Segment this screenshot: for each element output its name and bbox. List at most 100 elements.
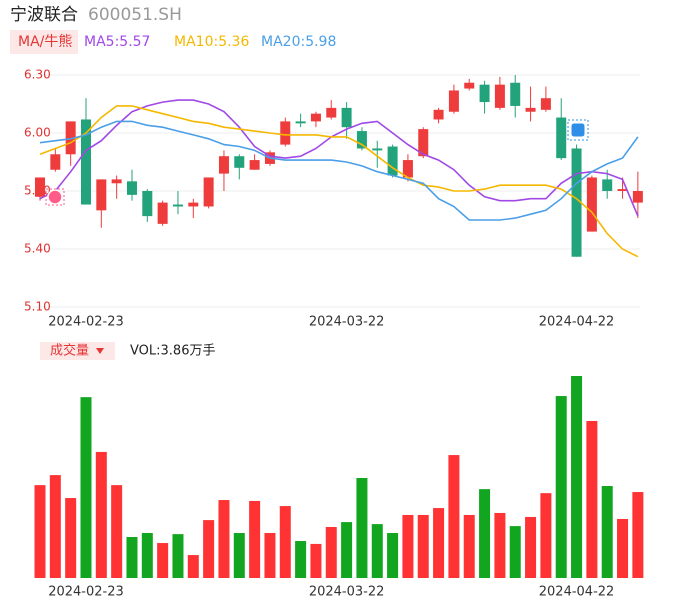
candle-body <box>80 119 91 205</box>
volume-tag[interactable]: 成交量 <box>50 343 89 359</box>
volume-bar <box>586 420 598 578</box>
volume-bar <box>387 533 399 578</box>
volume-bar <box>295 541 307 578</box>
candle-body <box>387 146 398 176</box>
volume-bar <box>402 514 414 578</box>
candle-body <box>142 191 153 217</box>
volume-bar <box>479 489 491 578</box>
volume-bar <box>371 524 383 578</box>
volume-bar <box>80 397 92 578</box>
volume-bar <box>417 514 429 578</box>
dropdown-arrow[interactable] <box>96 348 104 354</box>
candle-body <box>65 121 76 155</box>
volume-bar <box>448 455 460 578</box>
volume-bar <box>65 498 77 578</box>
ma-line <box>39 105 639 258</box>
candle-body <box>172 204 183 207</box>
volume-bar <box>264 533 276 578</box>
candle-body <box>310 113 321 122</box>
candle-body <box>295 121 306 124</box>
ma-line <box>39 99 639 217</box>
y-tick-label: 6.30 <box>24 68 51 82</box>
candle-body <box>111 179 122 184</box>
candle-body <box>586 177 597 232</box>
candle-body <box>540 98 551 110</box>
volume-bar <box>325 526 337 578</box>
volume-bar <box>218 500 230 578</box>
candle-body <box>525 107 536 112</box>
x-tick-label: 2024-02-23 <box>48 315 124 330</box>
volume-bar <box>187 555 199 578</box>
signal-icon <box>570 122 586 138</box>
candle-body <box>448 90 459 112</box>
candle-body <box>280 121 291 145</box>
volume-bar <box>249 500 261 578</box>
volume-bar <box>555 396 567 578</box>
y-tick-label: 5.40 <box>24 242 51 256</box>
stock-code: 600051.SH <box>88 5 182 25</box>
volume-bar <box>463 514 475 578</box>
candle-body <box>602 179 613 191</box>
legend-item: MA10:5.36 <box>174 34 249 50</box>
volume-bar <box>126 537 138 578</box>
volume-bar <box>279 506 291 578</box>
y-tick-label: 6.00 <box>24 126 51 140</box>
volume-bar <box>233 533 245 578</box>
ma-tag-bg[interactable] <box>10 30 78 54</box>
volume-bar <box>111 485 123 578</box>
candle-body <box>617 189 628 191</box>
plot <box>34 75 644 578</box>
volume-bar <box>49 475 61 578</box>
x-tick-label: 2024-04-22 <box>539 315 615 330</box>
volume-bar <box>617 518 629 578</box>
legend-item: MA20:5.98 <box>261 34 336 50</box>
candle-body <box>494 84 505 108</box>
volume-bar <box>525 516 537 578</box>
candle-body <box>188 202 199 207</box>
x-tick-label: 2024-04-22 <box>539 585 615 600</box>
volume-tag-bg[interactable] <box>40 342 115 360</box>
overlay <box>45 119 589 206</box>
volume-bar <box>203 520 215 578</box>
candle-body <box>433 109 444 120</box>
stock-name: 宁波联合 <box>10 5 78 25</box>
volume-bar <box>509 526 521 578</box>
candle-body <box>35 177 45 197</box>
x-tick-label: 2024-02-23 <box>48 585 124 600</box>
volume-bar <box>601 486 613 578</box>
candle-body <box>50 154 61 170</box>
candle-body <box>418 129 429 157</box>
candle-body <box>96 179 107 211</box>
candle-body <box>249 160 260 170</box>
candle-body <box>402 160 413 178</box>
volume-bar <box>95 451 107 578</box>
ma-tag[interactable]: MA/牛熊 <box>18 34 72 50</box>
volume-bar <box>494 512 506 578</box>
candle-body <box>479 84 490 103</box>
x-tick-label: 2024-03-22 <box>309 315 385 330</box>
volume-bar <box>540 493 552 578</box>
x-tick-label: 2024-03-22 <box>309 585 385 600</box>
candle-body <box>510 82 521 106</box>
signal-icon <box>47 189 63 205</box>
volume-bar <box>433 508 445 578</box>
signal-frame <box>567 119 589 141</box>
signal-frame <box>45 188 65 206</box>
candle-body <box>632 191 643 203</box>
volume-bar <box>571 376 583 578</box>
volume-bar <box>34 485 46 578</box>
legend-item: MA5:5.57 <box>84 34 150 50</box>
candle-body <box>218 156 229 174</box>
ma-line <box>39 120 639 221</box>
candle-body <box>234 156 245 168</box>
candle-body <box>556 117 567 159</box>
y-tick-label: 5.10 <box>24 300 51 314</box>
volume-bar <box>157 543 169 578</box>
volume-label: VOL:3.86万手 <box>130 344 215 359</box>
candle-body <box>326 107 337 118</box>
volume-bar <box>172 534 184 578</box>
volume-bar <box>141 533 153 578</box>
candle-body <box>571 148 582 257</box>
volume-bar <box>310 543 322 578</box>
